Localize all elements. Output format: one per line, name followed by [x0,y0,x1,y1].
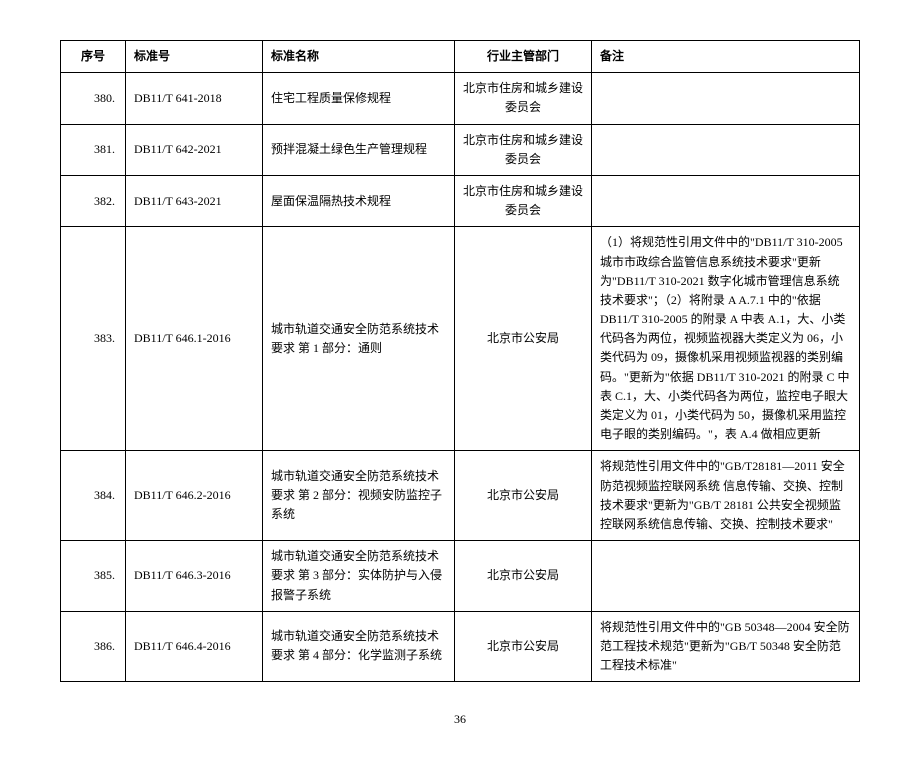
cell-note: 将规范性引用文件中的"GB/T28181—2011 安全防范视频监控联网系统 信… [592,451,860,541]
page-number: 36 [60,712,860,727]
cell-std: DB11/T 646.2-2016 [126,451,263,541]
table-row: 380. DB11/T 641-2018 住宅工程质量保修规程 北京市住房和城乡… [61,73,860,124]
cell-note [592,175,860,226]
header-note: 备注 [592,41,860,73]
cell-name: 屋面保温隔热技术规程 [263,175,455,226]
standards-table: 序号 标准号 标准名称 行业主管部门 备注 380. DB11/T 641-20… [60,40,860,682]
cell-seq: 384. [61,451,126,541]
cell-note: （1）将规范性引用文件中的"DB11/T 310-2005 城市市政综合监管信息… [592,227,860,451]
cell-std: DB11/T 646.4-2016 [126,611,263,682]
cell-std: DB11/T 641-2018 [126,73,263,124]
table-row: 381. DB11/T 642-2021 预拌混凝土绿色生产管理规程 北京市住房… [61,124,860,175]
cell-note [592,541,860,612]
header-name: 标准名称 [263,41,455,73]
cell-dept: 北京市住房和城乡建设委员会 [455,124,592,175]
cell-std: DB11/T 646.1-2016 [126,227,263,451]
table-row: 385. DB11/T 646.3-2016 城市轨道交通安全防范系统技术要求 … [61,541,860,612]
cell-std: DB11/T 646.3-2016 [126,541,263,612]
cell-name: 城市轨道交通安全防范系统技术要求 第 1 部分：通则 [263,227,455,451]
cell-note: 将规范性引用文件中的"GB 50348—2004 安全防范工程技术规范"更新为"… [592,611,860,682]
cell-dept: 北京市公安局 [455,611,592,682]
cell-name: 城市轨道交通安全防范系统技术要求 第 3 部分：实体防护与入侵报警子系统 [263,541,455,612]
cell-note [592,124,860,175]
table-row: 382. DB11/T 643-2021 屋面保温隔热技术规程 北京市住房和城乡… [61,175,860,226]
cell-seq: 386. [61,611,126,682]
cell-dept: 北京市公安局 [455,451,592,541]
cell-note [592,73,860,124]
cell-name: 城市轨道交通安全防范系统技术要求 第 4 部分：化学监测子系统 [263,611,455,682]
cell-dept: 北京市住房和城乡建设委员会 [455,73,592,124]
cell-seq: 380. [61,73,126,124]
header-seq: 序号 [61,41,126,73]
cell-seq: 385. [61,541,126,612]
cell-name: 预拌混凝土绿色生产管理规程 [263,124,455,175]
cell-dept: 北京市公安局 [455,541,592,612]
cell-seq: 381. [61,124,126,175]
table-row: 386. DB11/T 646.4-2016 城市轨道交通安全防范系统技术要求 … [61,611,860,682]
cell-seq: 382. [61,175,126,226]
table-header-row: 序号 标准号 标准名称 行业主管部门 备注 [61,41,860,73]
table-row: 383. DB11/T 646.1-2016 城市轨道交通安全防范系统技术要求 … [61,227,860,451]
cell-std: DB11/T 643-2021 [126,175,263,226]
cell-std: DB11/T 642-2021 [126,124,263,175]
table-body: 380. DB11/T 641-2018 住宅工程质量保修规程 北京市住房和城乡… [61,73,860,682]
cell-dept: 北京市公安局 [455,227,592,451]
cell-name: 城市轨道交通安全防范系统技术要求 第 2 部分：视频安防监控子系统 [263,451,455,541]
table-row: 384. DB11/T 646.2-2016 城市轨道交通安全防范系统技术要求 … [61,451,860,541]
header-std: 标准号 [126,41,263,73]
cell-dept: 北京市住房和城乡建设委员会 [455,175,592,226]
cell-name: 住宅工程质量保修规程 [263,73,455,124]
cell-seq: 383. [61,227,126,451]
header-dept: 行业主管部门 [455,41,592,73]
